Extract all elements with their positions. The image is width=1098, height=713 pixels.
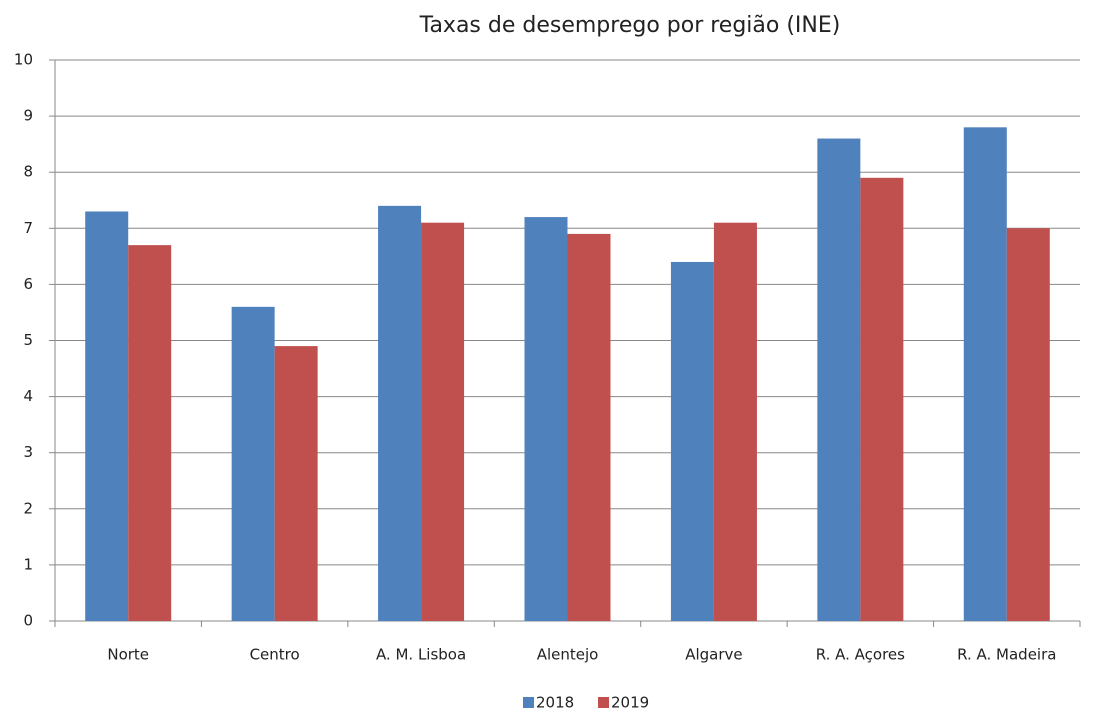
y-tick-label: 6 [23, 275, 33, 293]
y-tick-label: 5 [23, 331, 33, 349]
legend-swatch [523, 697, 534, 708]
bar [231, 306, 275, 621]
legend-label: 2019 [611, 694, 649, 712]
x-tick-label: Alentejo [537, 646, 599, 664]
y-tick-label: 8 [23, 163, 33, 181]
bar [713, 222, 757, 621]
bar [274, 346, 318, 621]
y-tick-label: 7 [23, 219, 33, 237]
y-tick-label: 3 [23, 443, 33, 461]
bar [817, 138, 861, 622]
bar [1006, 228, 1050, 622]
bar [524, 217, 568, 621]
x-tick-label: Algarve [685, 646, 742, 664]
bar [378, 205, 422, 622]
bar [963, 127, 1007, 621]
y-tick-label: 2 [23, 499, 33, 517]
bar [128, 245, 172, 621]
y-tick-label: 0 [23, 612, 33, 630]
y-tick-label: 10 [14, 51, 33, 69]
x-tick-label: Centro [250, 646, 300, 664]
y-tick-label: 9 [23, 107, 33, 125]
bar [670, 261, 714, 621]
chart-title: Taxas de desemprego por região (INE) [419, 13, 841, 38]
x-tick-label: A. M. Lisboa [376, 646, 466, 664]
legend-label: 2018 [536, 694, 574, 712]
y-tick-label: 4 [23, 387, 33, 405]
bar [567, 233, 611, 621]
y-tick-label: 1 [23, 555, 33, 573]
x-tick-label: Norte [107, 646, 149, 664]
bar [421, 222, 465, 621]
legend-swatch [598, 697, 609, 708]
x-tick-label: R. A. Açores [816, 646, 905, 664]
bar [85, 211, 129, 621]
bar [860, 177, 904, 621]
x-tick-label: R. A. Madeira [957, 646, 1056, 664]
